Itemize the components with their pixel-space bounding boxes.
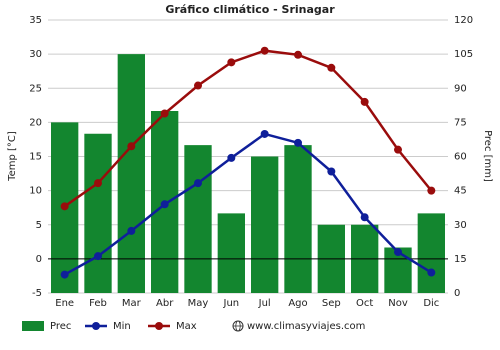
x-tick-label: Ago: [288, 298, 307, 309]
point: [60, 202, 69, 211]
y2-tick-label: 15: [454, 254, 467, 265]
point: [194, 179, 202, 188]
legend-label: Prec: [50, 321, 71, 332]
bar: [251, 156, 279, 293]
legend-swatch: [155, 322, 163, 330]
y-axis-label: Temp [°C]: [7, 131, 18, 182]
point: [94, 179, 102, 188]
y-tick-label: 5: [36, 220, 42, 231]
y2-tick-label: 45: [454, 186, 467, 197]
y2-tick-label: 90: [454, 83, 467, 94]
x-tick-label: Jul: [258, 298, 271, 309]
y2-tick-label: 105: [454, 49, 473, 60]
x-tick-label: Sep: [322, 298, 341, 309]
y2-tick-label: 30: [454, 220, 467, 231]
grid: [48, 19, 448, 294]
watermark-icon: [232, 320, 244, 332]
point: [227, 153, 236, 162]
y-tick-label: 10: [29, 186, 42, 197]
point: [260, 129, 269, 138]
legend-swatch: [22, 321, 44, 331]
x-tick-label: Oct: [356, 298, 373, 309]
point: [294, 138, 302, 147]
point: [327, 63, 336, 72]
point: [394, 248, 402, 257]
y2-axis-label: Prec [mm]: [482, 130, 493, 182]
bars: [51, 54, 445, 293]
line: [64, 132, 432, 276]
bar: [217, 213, 245, 293]
line: [63, 49, 433, 208]
y-tick-label: 15: [29, 152, 42, 163]
x-tick-label: Jun: [223, 298, 240, 309]
point: [394, 145, 402, 154]
bar: [184, 145, 212, 293]
legend-swatch: [92, 322, 100, 330]
bar: [284, 145, 312, 293]
y-tick-label: 25: [29, 83, 42, 94]
lines: [60, 46, 436, 279]
x-tick-label: Ene: [55, 298, 74, 309]
point: [427, 268, 436, 277]
point: [127, 226, 136, 235]
point: [294, 50, 302, 59]
y-tick-label: -5: [32, 288, 42, 299]
y2-tick-label: 60: [454, 152, 467, 163]
bar: [417, 213, 445, 293]
chart-title: Gráfico climático - Srinagar: [165, 3, 335, 16]
point: [360, 213, 369, 222]
point: [260, 46, 269, 55]
point: [360, 97, 369, 106]
point: [160, 200, 169, 209]
point: [227, 58, 236, 67]
y-tick-label: 20: [29, 117, 42, 128]
x-tick-label: May: [188, 298, 209, 309]
legend-label: Min: [113, 321, 131, 332]
y2-tick-label: 120: [454, 15, 473, 26]
point: [160, 109, 169, 118]
legend-label: Max: [176, 321, 197, 332]
y2-tick-label: 75: [454, 117, 467, 128]
y2-tick-label: 0: [454, 288, 460, 299]
y-tick-label: 30: [29, 49, 42, 60]
x-tick-label: Feb: [89, 298, 107, 309]
x-tick-label: Dic: [423, 298, 439, 309]
point: [427, 186, 436, 195]
bar: [84, 133, 112, 293]
x-tick-label: Abr: [156, 298, 174, 309]
x-tick-label: Mar: [122, 298, 142, 309]
bar: [117, 54, 145, 293]
x-tick-label: Nov: [388, 298, 408, 309]
point: [94, 252, 102, 261]
y-tick-label: 35: [29, 15, 42, 26]
point: [127, 142, 136, 151]
watermark: www.climasyviajes.com: [247, 321, 365, 332]
y-tick-label: 0: [36, 254, 42, 265]
point: [60, 270, 69, 279]
point: [194, 81, 202, 90]
point: [327, 167, 336, 176]
